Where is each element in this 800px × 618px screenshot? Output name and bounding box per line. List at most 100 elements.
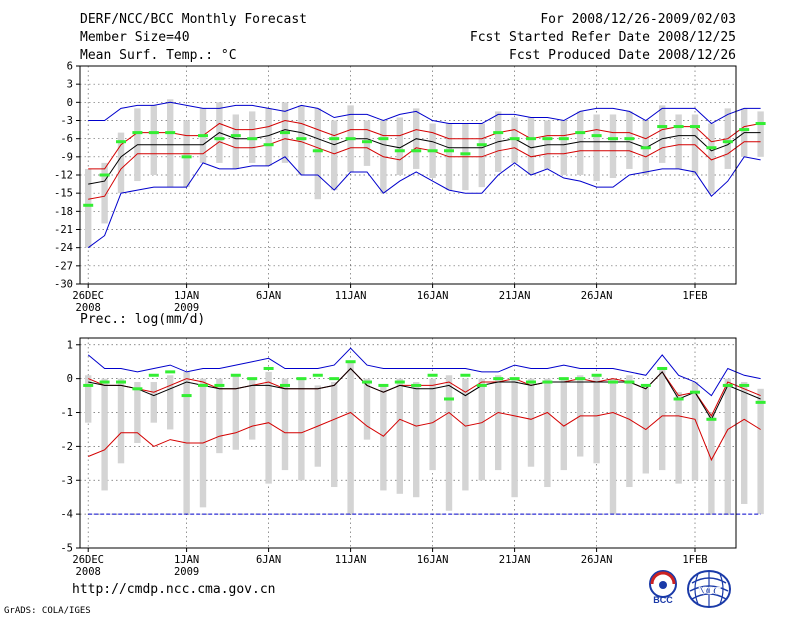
spread-bar <box>150 105 157 175</box>
median-marker <box>214 137 225 141</box>
min-line <box>87 156 761 249</box>
x-tick-label: 26JAN <box>581 290 613 302</box>
spread-bar <box>511 378 518 498</box>
median-marker <box>83 203 94 207</box>
median-marker <box>181 394 192 398</box>
median-marker <box>640 146 651 150</box>
spread-bar <box>708 123 715 194</box>
median-marker <box>148 373 159 377</box>
y-tick-label: -6 <box>60 133 73 145</box>
spread-bar <box>331 382 338 488</box>
spread-bar <box>117 378 125 464</box>
spread-bar <box>577 111 584 175</box>
grads-credit: GrADS: COLA/IGES <box>4 606 91 616</box>
median-marker <box>558 137 569 141</box>
source-url[interactable]: http://cmdp.ncc.cma.gov.cn <box>72 582 276 597</box>
spread-bar <box>659 368 666 471</box>
median-marker <box>132 387 143 391</box>
median-marker <box>263 366 274 370</box>
y-tick-label: -27 <box>54 260 73 272</box>
median-marker <box>755 400 766 404</box>
median-marker <box>624 380 635 384</box>
forecast-title: DERF/NCC/BCC Monthly Forecast <box>80 12 307 27</box>
median-marker <box>493 377 504 381</box>
median-marker <box>739 383 750 387</box>
median-marker <box>755 122 766 126</box>
y-tick-label: 6 <box>67 61 73 73</box>
spread-bar <box>101 162 108 224</box>
spread-bar <box>331 120 338 191</box>
median-marker <box>214 383 225 387</box>
spread-bar <box>363 120 371 166</box>
start-date: Fcst Started Refer Date 2008/12/25 <box>469 30 736 45</box>
x-tick-label: 6JAN <box>256 554 281 566</box>
median-marker <box>132 131 143 135</box>
spread-bar <box>609 114 617 179</box>
median-marker <box>312 373 323 377</box>
median-marker <box>690 125 700 129</box>
median-marker <box>542 380 553 384</box>
median-marker <box>509 137 520 141</box>
median-marker <box>247 137 258 141</box>
y-tick-label: -15 <box>54 188 73 200</box>
median-marker <box>427 149 438 153</box>
median-marker <box>230 373 241 377</box>
x-tick-label: 11JAN <box>335 554 367 566</box>
x-tick-label: 21JAN <box>499 554 531 566</box>
median-marker <box>739 128 750 132</box>
median-marker <box>558 377 569 381</box>
x-tick-label: 26DEC <box>72 290 104 302</box>
y-tick-label: -21 <box>54 224 73 236</box>
x-tick-label: 1JAN <box>174 290 199 302</box>
median-marker <box>624 137 635 141</box>
median-marker <box>116 140 126 144</box>
spread-bar <box>593 375 600 464</box>
spread-bar <box>101 378 108 491</box>
spread-bar <box>675 392 682 484</box>
precipitation-panel-title: Prec.: log(mm/d) <box>80 312 205 327</box>
median-marker <box>296 137 307 141</box>
median-marker <box>362 140 372 144</box>
x-tick-label: 1FEB <box>682 290 707 302</box>
y-tick-label: -3 <box>60 115 73 127</box>
spread-bar <box>249 111 256 163</box>
median-marker <box>608 137 618 141</box>
median-marker <box>99 173 110 177</box>
y-tick-label: 0 <box>67 97 73 109</box>
temperature-plot-frame <box>79 65 737 285</box>
median-marker <box>411 149 422 153</box>
median-marker <box>296 377 307 381</box>
median-marker <box>329 137 340 141</box>
median-marker <box>312 149 323 153</box>
median-marker <box>198 383 208 387</box>
median-marker <box>591 134 602 138</box>
spread-bar <box>167 375 174 430</box>
y-tick-label: -1 <box>60 407 73 419</box>
spread-bar <box>560 378 567 471</box>
spread-bar <box>216 378 223 454</box>
spread-bar <box>478 123 485 188</box>
spread-bar <box>445 375 453 511</box>
spread-bar <box>134 382 141 443</box>
y-tick-label: 1 <box>67 339 73 351</box>
x-tick-label: 16JAN <box>417 554 449 566</box>
median-marker <box>345 360 356 364</box>
y-tick-label: -4 <box>60 509 73 521</box>
spread-bar <box>429 378 436 471</box>
median-marker <box>247 377 258 381</box>
median-marker <box>280 383 290 387</box>
bcc-logo-icon: BCC <box>649 570 677 605</box>
ncc-logo-text: NCC <box>697 585 721 597</box>
spread-bar <box>150 382 157 423</box>
median-marker <box>526 380 536 384</box>
median-marker <box>476 143 487 147</box>
median-marker <box>591 373 602 377</box>
median-marker <box>329 377 340 381</box>
spread-bar <box>626 375 633 488</box>
spread-bar <box>249 378 256 440</box>
y-tick-label: -12 <box>54 170 73 182</box>
median-marker <box>230 134 241 138</box>
max-line <box>87 347 761 397</box>
median-marker <box>575 377 586 381</box>
